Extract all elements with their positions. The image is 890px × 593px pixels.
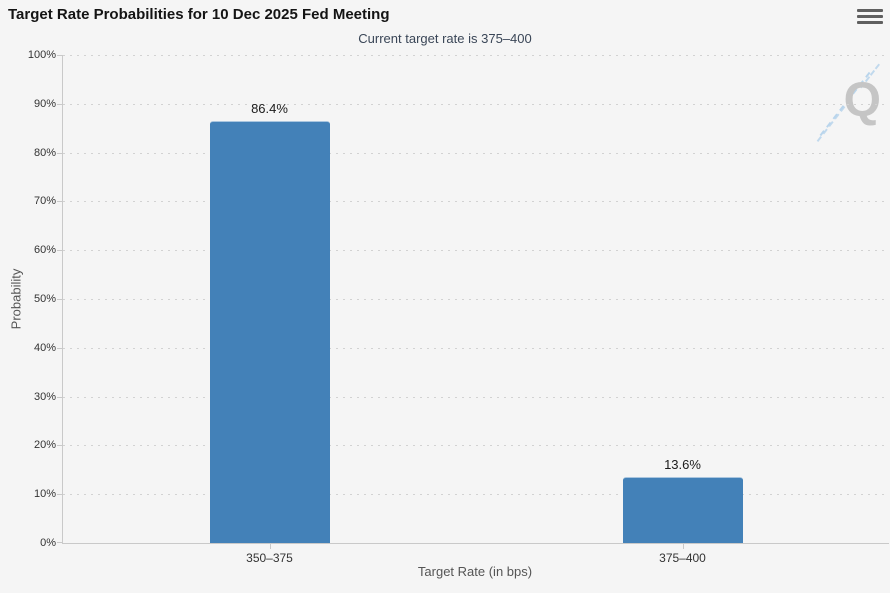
y-axis-tick — [57, 152, 62, 154]
y-axis-label: 80% — [33, 146, 56, 159]
gridline — [63, 396, 889, 398]
x-axis-tick — [682, 544, 684, 549]
y-axis-label: 40% — [33, 341, 56, 354]
gridline — [63, 250, 889, 252]
y-axis-tick — [57, 445, 62, 447]
bar-value-label: 86.4% — [251, 101, 288, 117]
y-axis-label: 90% — [33, 97, 56, 110]
y-axis-tick — [57, 250, 62, 252]
watermark-streak — [816, 106, 846, 142]
y-axis-label: 30% — [33, 390, 56, 403]
chart-context-menu-button[interactable] — [857, 9, 883, 29]
gridline — [63, 55, 889, 56]
y-axis-label: 60% — [33, 244, 56, 257]
y-axis-label: 70% — [33, 195, 56, 208]
bar[interactable] — [209, 121, 330, 543]
gridline — [63, 103, 889, 105]
x-axis-title: Target Rate (in bps) — [417, 564, 533, 579]
bar-value-label: 13.6% — [664, 456, 701, 472]
y-axis-tick — [57, 103, 62, 105]
y-axis-tick — [57, 494, 62, 496]
plot-area: Q 0% 10% 20% 30% 40% 50% 60% 70% 80% 90% 100% 86.4%… — [28, 49, 889, 565]
bar[interactable] — [622, 476, 743, 543]
y-axis-tick — [57, 396, 62, 398]
watermark-q-logo: Q — [813, 63, 885, 147]
y-axis-label: 100% — [27, 49, 56, 61]
x-category-label: 350–375 — [246, 551, 293, 565]
y-axis-label: 50% — [33, 293, 56, 305]
hamburger-icon — [857, 9, 883, 24]
gridline — [63, 201, 889, 203]
watermark-streak — [859, 63, 881, 89]
gridline — [63, 494, 889, 496]
y-axis-tick — [57, 542, 62, 543]
gridline — [63, 299, 889, 300]
chart-subtitle: Current target rate is 375–400 — [358, 31, 532, 46]
y-axis-label: 0% — [40, 537, 56, 549]
y-axis-tick — [57, 201, 62, 203]
gridline — [63, 445, 889, 447]
chart-title: Target Rate Probabilities for 10 Dec 202… — [8, 6, 390, 23]
y-axis-label: 20% — [33, 439, 56, 452]
y-axis-label: 10% — [33, 488, 56, 501]
x-category-label: 375–400 — [659, 551, 706, 565]
gridline — [63, 347, 889, 349]
watermark-q-letter: Q — [843, 74, 881, 127]
y-axis-tick — [57, 299, 62, 300]
gridline — [63, 152, 889, 154]
y-axis-tick — [57, 55, 62, 56]
x-axis-tick — [269, 544, 271, 549]
y-axis-tick — [57, 347, 62, 349]
y-axis-title: Probability — [8, 268, 24, 330]
